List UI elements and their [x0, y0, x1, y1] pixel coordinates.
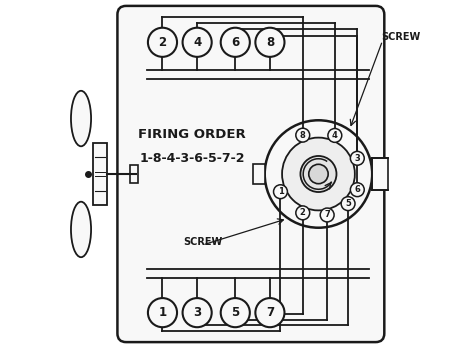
Circle shape	[301, 156, 337, 192]
Circle shape	[320, 208, 334, 222]
Circle shape	[341, 197, 355, 211]
Text: 2: 2	[300, 208, 306, 218]
Circle shape	[182, 298, 212, 327]
Text: 7: 7	[324, 211, 330, 220]
Text: 6: 6	[231, 36, 239, 49]
FancyBboxPatch shape	[93, 143, 107, 205]
Text: 2: 2	[158, 36, 166, 49]
Text: 3: 3	[193, 306, 201, 319]
Circle shape	[273, 185, 287, 199]
Circle shape	[350, 183, 364, 197]
Circle shape	[148, 28, 177, 57]
Ellipse shape	[71, 202, 91, 257]
Text: 4: 4	[193, 36, 201, 49]
Text: 5: 5	[231, 306, 239, 319]
Ellipse shape	[71, 91, 91, 146]
Text: 6: 6	[355, 185, 360, 194]
Text: SCREW: SCREW	[381, 32, 420, 42]
Circle shape	[328, 128, 342, 142]
Circle shape	[309, 164, 328, 184]
Circle shape	[255, 28, 284, 57]
FancyBboxPatch shape	[372, 158, 388, 190]
Text: 1: 1	[158, 306, 166, 319]
Circle shape	[350, 151, 364, 165]
Circle shape	[264, 120, 372, 228]
Text: SCREW: SCREW	[183, 237, 222, 247]
Circle shape	[221, 28, 250, 57]
Circle shape	[296, 206, 310, 220]
Text: 7: 7	[266, 306, 274, 319]
Text: 8: 8	[266, 36, 274, 49]
Text: 8: 8	[300, 130, 306, 140]
Circle shape	[282, 137, 355, 211]
Text: 4: 4	[332, 131, 338, 140]
Circle shape	[221, 298, 250, 327]
FancyBboxPatch shape	[118, 6, 384, 342]
Text: 1: 1	[278, 187, 283, 196]
Text: 1-8-4-3-6-5-7-2: 1-8-4-3-6-5-7-2	[139, 152, 245, 165]
Circle shape	[148, 298, 177, 327]
Circle shape	[182, 28, 212, 57]
Text: 5: 5	[345, 199, 351, 208]
Circle shape	[296, 128, 310, 142]
FancyBboxPatch shape	[253, 164, 264, 184]
Circle shape	[255, 298, 284, 327]
Text: 3: 3	[355, 154, 360, 163]
Text: FIRING ORDER: FIRING ORDER	[138, 128, 246, 141]
FancyBboxPatch shape	[129, 165, 138, 183]
